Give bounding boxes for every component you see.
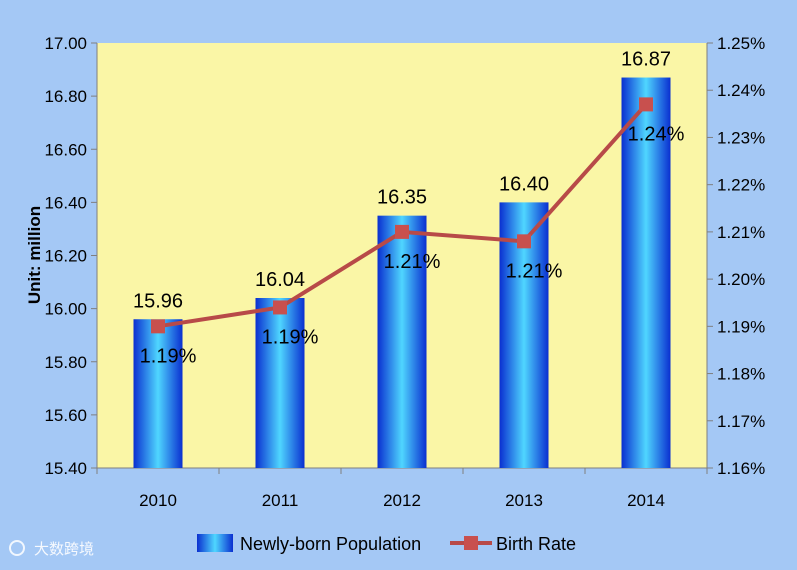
line-data-label: 1.21%: [506, 260, 563, 282]
line-data-label: 1.24%: [628, 123, 685, 145]
legend-bar-swatch: [197, 534, 233, 552]
line-point: [273, 300, 287, 315]
y2-tick-label: 1.19%: [717, 317, 765, 336]
y-tick-label: 16.00: [44, 300, 87, 319]
y2-tick-label: 1.25%: [717, 34, 765, 53]
y2-tick-label: 1.23%: [717, 128, 765, 147]
bar: [377, 215, 427, 468]
y-axis-right: 1.16% 1.17% 1.18% 1.19% 1.20% 1.21% 1.22% 1.23%…: [706, 34, 765, 478]
y2-tick-label: 1.16%: [717, 459, 765, 478]
line-point: [395, 224, 409, 239]
y2-tick-label: 1.24%: [717, 81, 765, 100]
y-axis-label: Unit: million: [25, 206, 44, 304]
legend-bar-label: Newly-born Population: [240, 534, 421, 554]
legend-line-label: Birth Rate: [496, 534, 576, 554]
line-point: [517, 234, 531, 249]
watermark: 大数跨境: [9, 540, 94, 558]
bar: [133, 319, 183, 468]
y-tick-label: 16.40: [44, 193, 87, 212]
y-tick-label: 16.20: [44, 247, 87, 266]
line-data-label: 1.19%: [262, 326, 319, 348]
y2-tick-label: 1.18%: [717, 365, 765, 384]
line-data-label: 1.19%: [140, 345, 197, 367]
x-tick-label: 2011: [262, 491, 299, 510]
y-tick-label: 16.80: [44, 87, 87, 106]
y-tick-label: 15.80: [44, 353, 87, 372]
bar-data-label: 15.96: [133, 290, 183, 312]
y2-tick-label: 1.21%: [717, 223, 765, 242]
x-tick-label: 2010: [139, 491, 177, 510]
x-tick-label: 2013: [505, 491, 543, 510]
x-tick-label: 2012: [383, 491, 421, 510]
bar-data-label: 16.35: [377, 187, 427, 209]
watermark-text: 大数跨境: [34, 540, 94, 558]
bar: [621, 77, 671, 468]
y2-tick-label: 1.20%: [717, 270, 765, 289]
bar-data-label: 16.04: [255, 269, 305, 291]
bar-data-label: 16.87: [621, 49, 671, 71]
y-tick-label: 15.40: [44, 459, 87, 478]
legend: Newly-born Population Birth Rate: [197, 534, 576, 554]
line-series: [151, 97, 653, 334]
x-tick-label: 2014: [627, 491, 665, 510]
y-axis-left: 15.40 15.60 15.80 16.00 16.20 16.40 16.60 16.80…: [44, 34, 98, 478]
legend-line-marker: [464, 536, 478, 550]
bar-data-labels: 15.96 16.04 16.35 16.40 16.87: [133, 49, 671, 313]
bar-data-label: 16.40: [499, 173, 549, 195]
y-tick-label: 17.00: [44, 34, 87, 53]
line-data-label: 1.21%: [384, 251, 441, 273]
y2-tick-label: 1.22%: [717, 176, 765, 195]
line-point: [639, 97, 653, 112]
bar: [255, 298, 305, 468]
line-point: [151, 319, 165, 334]
x-axis: 2010 2011 2012 2013 2014: [96, 467, 708, 510]
y-tick-label: 15.60: [44, 406, 87, 425]
watermark-logo-icon: [9, 540, 25, 556]
y-tick-label: 16.60: [44, 140, 87, 159]
line-data-labels: 1.19% 1.19% 1.21% 1.21% 1.24%: [140, 123, 685, 367]
y2-tick-label: 1.17%: [717, 412, 765, 431]
